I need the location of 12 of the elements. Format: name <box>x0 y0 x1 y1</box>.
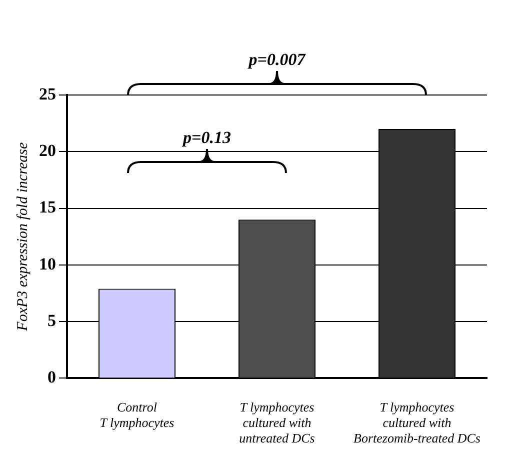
x-tick-label: Control T lymphocytes <box>100 399 174 430</box>
x-tick-label: T lymphocytes cultured with Bortezomib-treated DCs <box>354 399 480 446</box>
y-tick-label: 25 <box>39 84 56 104</box>
annotation: p=0.13 <box>181 128 232 147</box>
y-tick-label: 0 <box>48 368 56 387</box>
y-tick-label: 5 <box>48 310 56 330</box>
y-tick-label: 10 <box>39 254 56 274</box>
y-tick-label: 15 <box>39 198 56 217</box>
x-tick-label: T lymphocytes cultured with untreated DCs <box>239 399 315 446</box>
y-axis-title: FoxP3 expression fold increase <box>14 142 31 332</box>
y-tick-label: 20 <box>39 141 56 160</box>
text: p=0.007 <box>246 50 307 69</box>
